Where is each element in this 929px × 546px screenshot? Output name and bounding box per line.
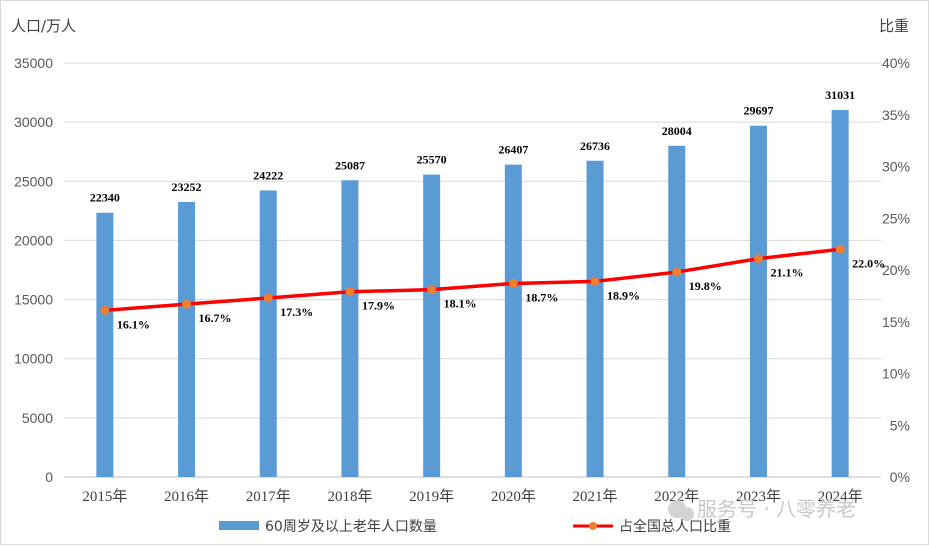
bar-value-label: 26407	[498, 143, 528, 157]
bar	[341, 180, 359, 477]
x-tick-label: 2022年	[654, 488, 699, 505]
line-marker	[835, 244, 845, 254]
line-marker	[345, 287, 355, 297]
gridlines	[64, 62, 881, 478]
left-tick-label: 15000	[14, 292, 53, 308]
line-marker	[263, 293, 273, 303]
right-tick-label: 0%	[890, 469, 910, 485]
bar	[423, 174, 441, 477]
line-value-label: 21.1%	[770, 266, 803, 280]
line-value-label: 17.9%	[362, 299, 395, 313]
line-value-label: 17.3%	[280, 305, 313, 319]
line-path	[104, 247, 841, 313]
line-value-label: 19.8%	[689, 279, 722, 293]
x-tick-label: 2020年	[491, 488, 536, 505]
bar	[178, 201, 196, 478]
left-tick-label: 5000	[22, 410, 53, 426]
watermark-text: 服务号 · 八零养老	[697, 497, 856, 521]
left-tick-label: 20000	[14, 232, 53, 248]
right-tick-label: 35%	[882, 107, 910, 123]
right-tick-label: 10%	[882, 366, 910, 382]
x-tick-label: 2024年	[818, 488, 863, 505]
left-tick-label: 35000	[14, 55, 53, 71]
bar	[96, 212, 114, 478]
line-marker	[100, 305, 110, 315]
line-value-label: 22.0%	[852, 256, 885, 270]
line-marker	[508, 278, 518, 288]
x-tick-label: 2021年	[573, 488, 618, 505]
watermark: 服务号 · 八零养老	[668, 497, 856, 521]
left-axis-ticks: 0 5000 10000 15000 20000 25000 30000 35000	[14, 55, 53, 485]
bar-value-label: 26736	[580, 139, 610, 153]
right-tick-label: 30%	[882, 159, 910, 175]
line-value-label: 16.1%	[117, 317, 150, 331]
legend-bar-swatch	[219, 521, 259, 530]
x-tick-label: 2019年	[409, 488, 454, 505]
right-tick-label: 25%	[882, 210, 910, 226]
bar	[749, 125, 767, 477]
bar	[831, 109, 849, 477]
line-marker	[672, 267, 682, 277]
left-tick-label: 10000	[14, 351, 53, 367]
right-tick-label: 15%	[882, 314, 910, 330]
bar-value-label: 23252	[172, 180, 202, 194]
right-tick-label: 40%	[882, 55, 910, 71]
legend-line-marker	[589, 522, 597, 530]
left-tick-label: 0	[45, 469, 53, 485]
x-tick-label: 2018年	[327, 488, 372, 505]
line-marker	[590, 276, 600, 286]
bar-value-label: 25087	[335, 158, 365, 172]
bar-data-labels: 22340 23252 24222 25087 25570 26407 26736 28004…	[90, 88, 855, 205]
right-tick-label: 20%	[882, 262, 910, 278]
line-value-label: 18.7%	[525, 290, 558, 304]
bar-value-label: 29697	[743, 104, 773, 118]
right-axis-title: 比重	[879, 17, 909, 35]
line-value-label: 18.9%	[607, 288, 640, 302]
bar	[586, 160, 604, 477]
legend-line-label: 占全国总人口比重	[619, 518, 731, 535]
legend: 60周岁及以上老年人口数量 占全国总人口比重	[219, 518, 731, 535]
wechat-icon-bubble	[680, 507, 694, 521]
x-tick-label: 2015年	[82, 488, 127, 505]
left-tick-label: 30000	[14, 114, 53, 130]
line-marker	[182, 299, 192, 309]
bar	[668, 145, 686, 477]
left-axis-title: 人口/万人	[11, 17, 76, 35]
bar-value-label: 28004	[662, 124, 692, 138]
line-value-label: 16.7%	[199, 311, 232, 325]
line-series	[100, 244, 845, 315]
bar	[259, 190, 277, 477]
legend-bar-label: 60周岁及以上老年人口数量	[265, 519, 437, 535]
bar	[504, 164, 522, 477]
bar-value-label: 31031	[825, 88, 855, 102]
line-data-labels: 16.1% 16.7% 17.3% 17.9% 18.1% 18.7% 18.9% 19.8%…	[117, 256, 885, 331]
x-tick-label: 2023年	[736, 488, 781, 505]
line-value-label: 18.1%	[444, 297, 477, 311]
right-axis-ticks: 0% 5% 10% 15% 20% 25% 30% 35% 40%	[882, 55, 910, 485]
left-tick-label: 25000	[14, 173, 53, 189]
bar-value-label: 24222	[253, 168, 283, 182]
bar-value-label: 22340	[90, 191, 120, 205]
x-tick-label: 2016年	[164, 488, 209, 505]
x-tick-label: 2017年	[246, 488, 291, 505]
bar-value-label: 25570	[417, 153, 447, 167]
bar-series	[96, 109, 849, 478]
line-marker	[753, 254, 763, 264]
x-axis-ticks: 2015年 2016年 2017年 2018年 2019年 2020年 2021年 2022年…	[82, 488, 862, 505]
line-marker	[427, 285, 437, 295]
right-tick-label: 5%	[890, 417, 910, 433]
